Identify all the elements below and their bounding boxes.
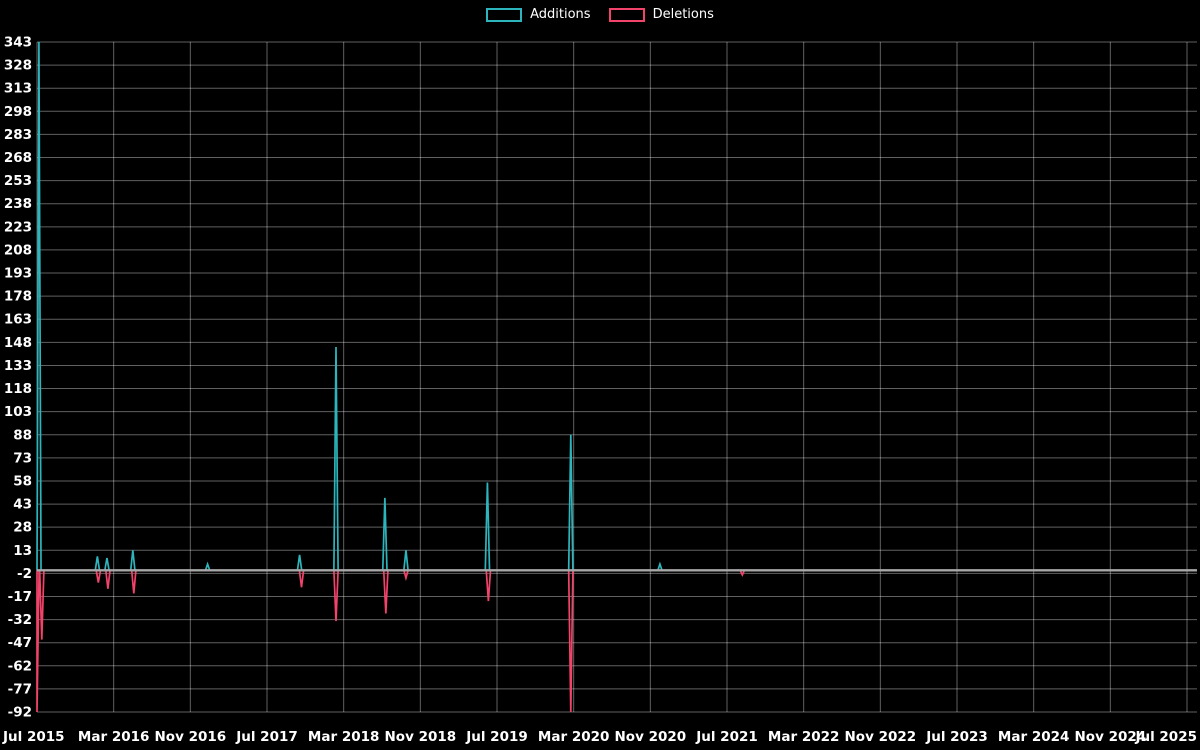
svg-text:Jul 2023: Jul 2023	[925, 729, 988, 745]
svg-text:343: 343	[4, 35, 32, 51]
legend-item-additions[interactable]: Additions	[486, 7, 591, 22]
svg-text:Jul 2021: Jul 2021	[695, 729, 758, 745]
svg-text:133: 133	[4, 358, 32, 374]
svg-text:Nov 2020: Nov 2020	[615, 729, 687, 745]
svg-text:-17: -17	[8, 589, 32, 605]
svg-text:103: 103	[4, 404, 32, 420]
svg-text:-92: -92	[8, 705, 32, 721]
svg-text:Jul 2017: Jul 2017	[235, 729, 298, 745]
svg-text:Mar 2020: Mar 2020	[538, 729, 609, 745]
svg-text:Nov 2022: Nov 2022	[845, 729, 917, 745]
svg-text:Jul 2019: Jul 2019	[465, 729, 528, 745]
svg-text:328: 328	[4, 58, 32, 74]
y-axis-labels: 343 328 313 298 283 268 253 238 223 208 193 178 163 1…	[4, 35, 32, 721]
svg-text:118: 118	[4, 381, 32, 397]
svg-text:Nov 2016: Nov 2016	[155, 729, 227, 745]
svg-text:283: 283	[4, 127, 32, 143]
svg-text:223: 223	[4, 219, 32, 235]
svg-text:268: 268	[4, 150, 32, 166]
svg-text:148: 148	[4, 335, 32, 351]
svg-text:Nov 2024: Nov 2024	[1075, 729, 1147, 745]
svg-text:-77: -77	[8, 681, 32, 697]
svg-text:193: 193	[4, 266, 32, 282]
svg-text:313: 313	[4, 81, 32, 97]
additions-swatch-icon	[486, 7, 523, 22]
svg-text:58: 58	[13, 473, 32, 489]
deletions-line	[36, 569, 1196, 713]
svg-text:Mar 2022: Mar 2022	[768, 729, 839, 745]
deletions-swatch-icon	[608, 7, 645, 22]
svg-text:88: 88	[13, 427, 32, 443]
svg-text:Jul 2025: Jul 2025	[1134, 729, 1197, 745]
svg-text:-62: -62	[8, 658, 32, 674]
svg-text:43: 43	[13, 497, 32, 513]
svg-text:13: 13	[13, 543, 32, 559]
x-axis-labels: Jul 2015 Mar 2016 Nov 2016 Jul 2017 Mar 2018…	[2, 729, 1197, 745]
svg-text:208: 208	[4, 242, 32, 258]
chart-legend: Additions Deletions	[0, 7, 1200, 22]
svg-text:-2: -2	[17, 566, 32, 582]
deletions-legend-label: Deletions	[652, 7, 714, 22]
svg-text:178: 178	[4, 289, 32, 305]
svg-text:Jul 2015: Jul 2015	[2, 729, 65, 745]
svg-text:238: 238	[4, 196, 32, 212]
svg-text:Nov 2018: Nov 2018	[385, 729, 457, 745]
legend-item-deletions[interactable]: Deletions	[608, 7, 714, 22]
additions-line	[36, 41, 1196, 572]
svg-text:-32: -32	[8, 612, 32, 628]
grid-lines	[36, 41, 1197, 713]
svg-text:28: 28	[13, 520, 32, 536]
svg-text:253: 253	[4, 173, 32, 189]
svg-text:163: 163	[4, 312, 32, 328]
svg-text:Mar 2024: Mar 2024	[998, 729, 1069, 745]
svg-text:73: 73	[13, 450, 32, 466]
svg-text:Mar 2016: Mar 2016	[78, 729, 149, 745]
svg-text:298: 298	[4, 104, 32, 120]
svg-text:Mar 2018: Mar 2018	[308, 729, 379, 745]
svg-text:-47: -47	[8, 635, 32, 651]
additions-legend-label: Additions	[530, 7, 591, 22]
